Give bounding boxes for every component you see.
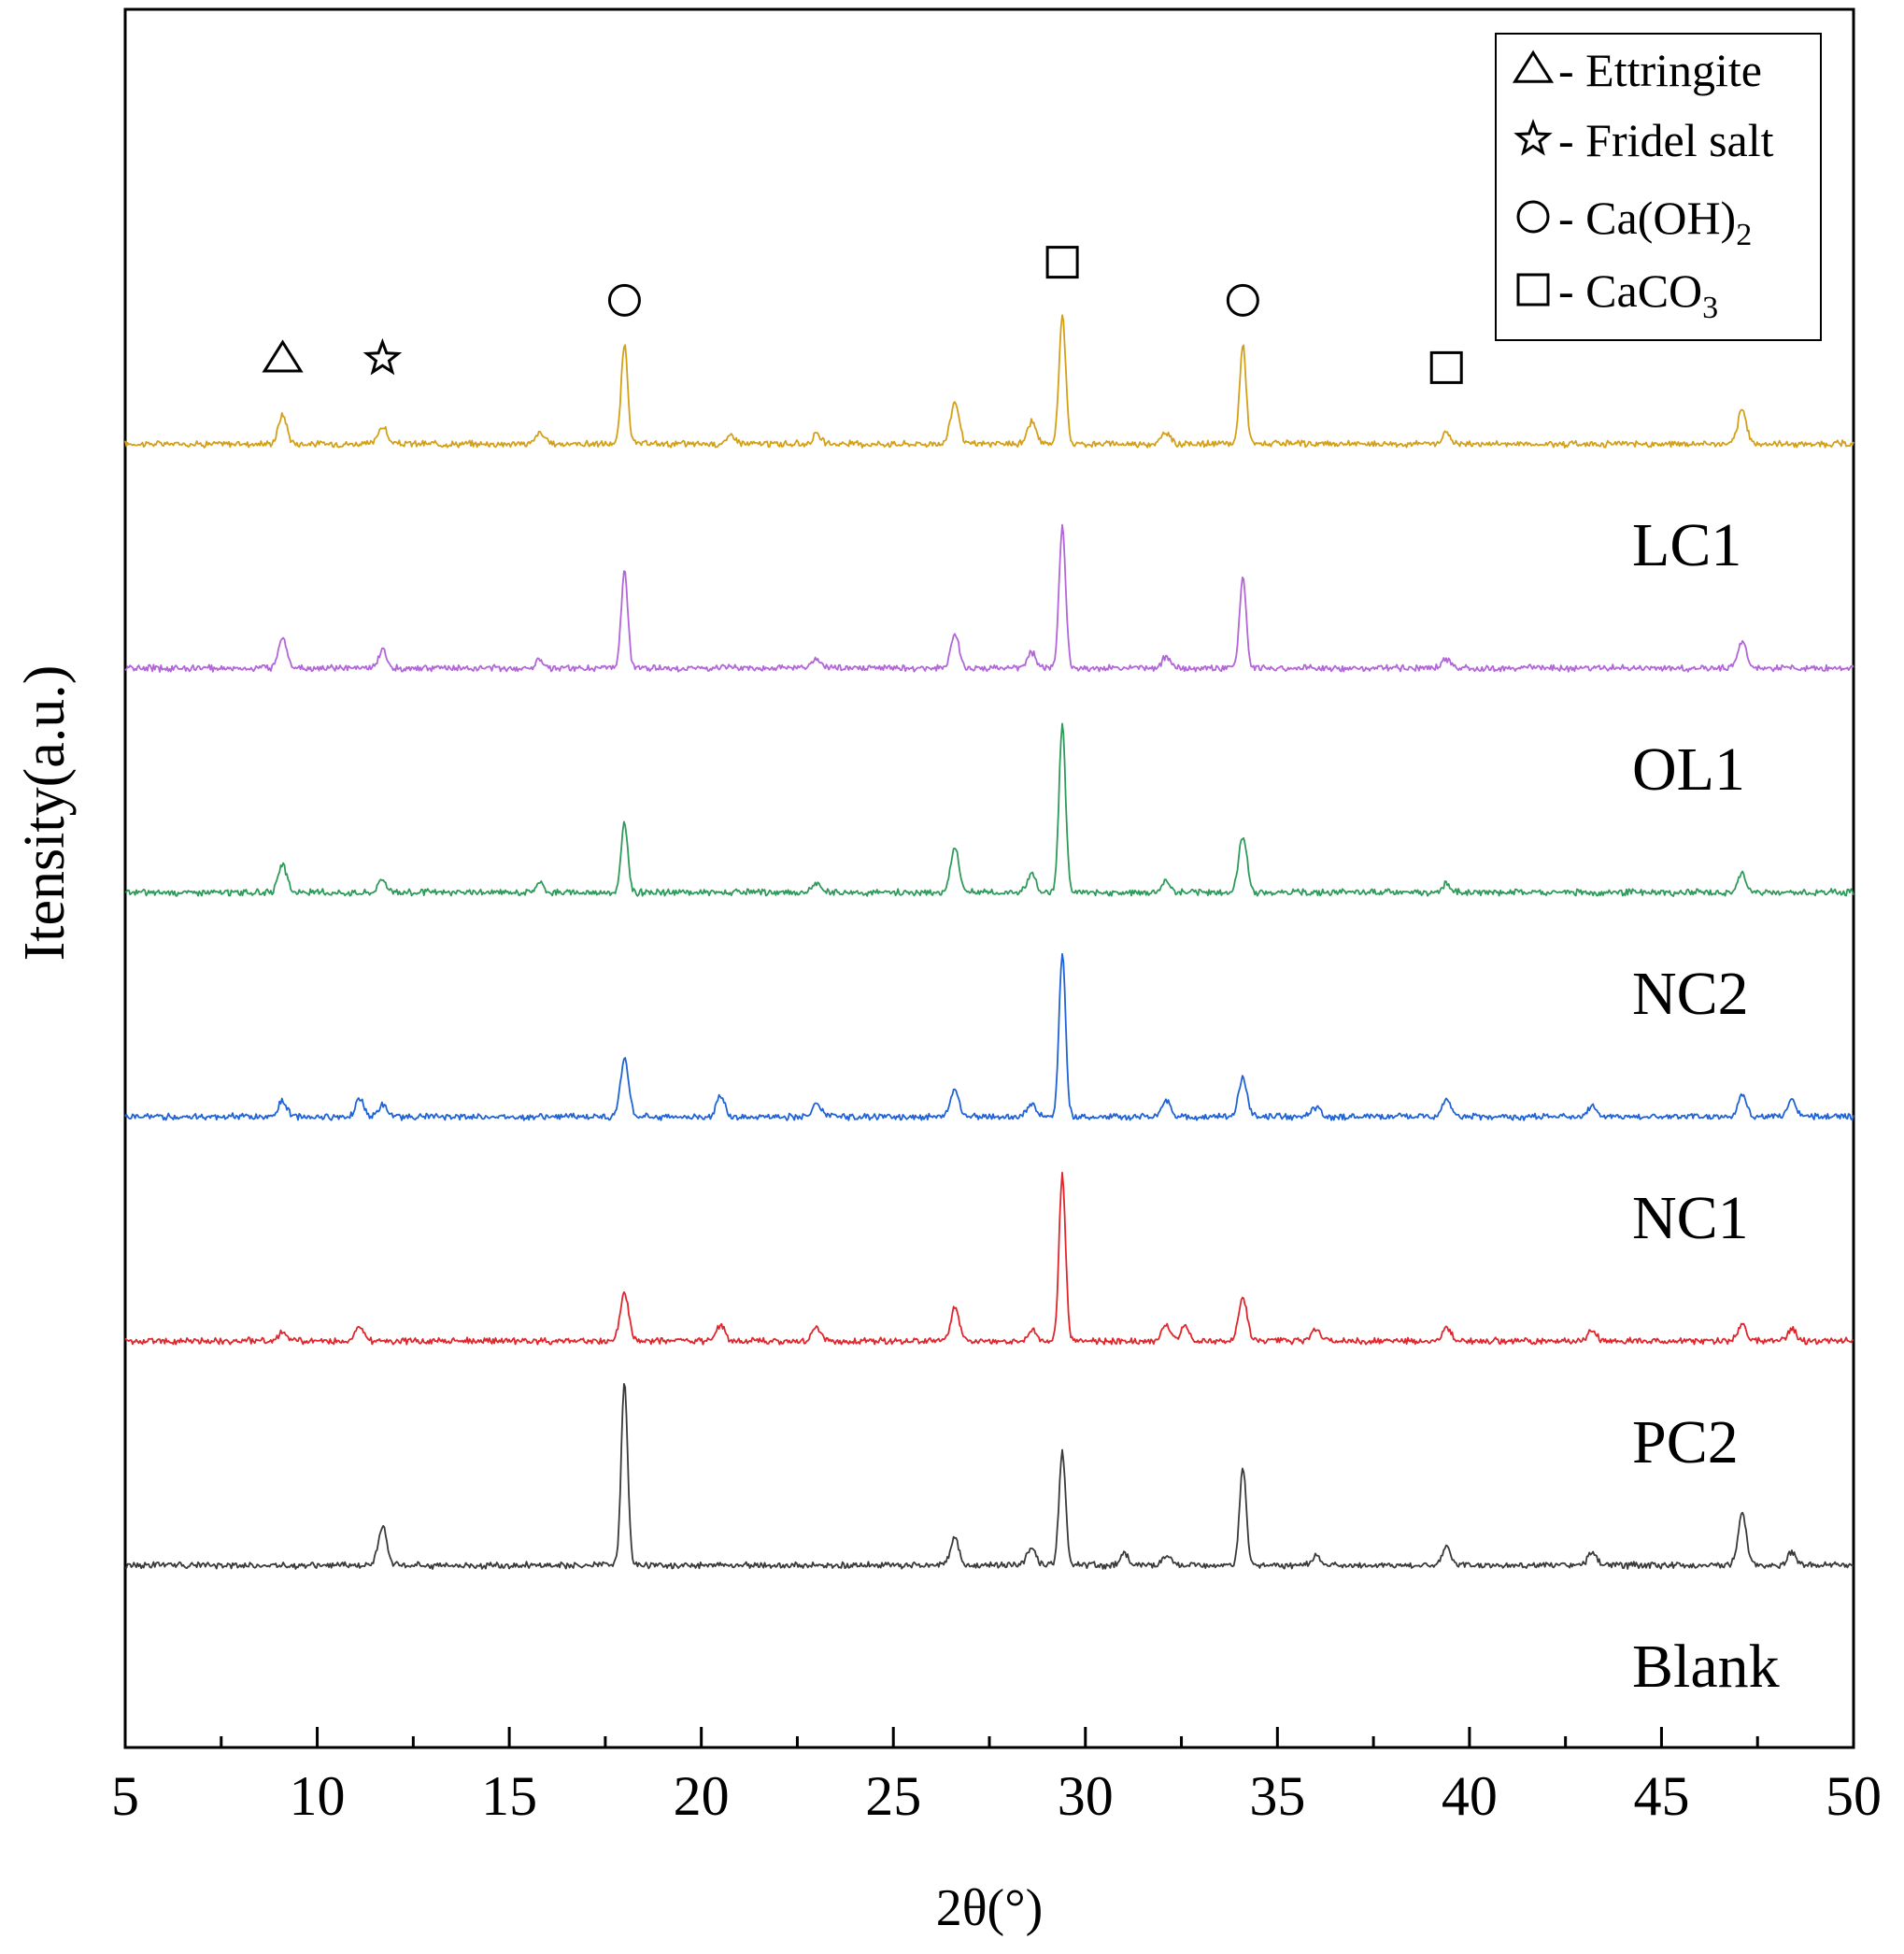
legend: - Ettringite - Fridel salt - Ca(OH)2 - CaCO… — [1495, 33, 1822, 341]
series-label-layer: LC1 OL1 NC2 NC1 PC2 Blank — [1632, 511, 1780, 1701]
series-label-nc2: NC2 — [1632, 960, 1749, 1028]
legend-triangle-icon — [1512, 50, 1555, 83]
x-tick-label: 30 — [1058, 1765, 1114, 1827]
legend-box — [1495, 33, 1822, 341]
series-line-nc1 — [124, 952, 1854, 1121]
legend-square-icon — [1516, 273, 1550, 307]
x-tick-label: 50 — [1826, 1765, 1882, 1827]
x-tick-label: 15 — [481, 1765, 537, 1827]
legend-label: - Ettringite — [1558, 44, 1762, 96]
series-line-nc2 — [124, 722, 1854, 897]
phase-marker-square-icon — [1045, 246, 1079, 279]
x-tick-label: 20 — [674, 1765, 730, 1827]
legend-label: - CaCO3 — [1558, 264, 1718, 325]
series-label-pc2: PC2 — [1632, 1408, 1739, 1476]
y-axis-label: Itensity(a.u.) — [13, 665, 77, 962]
x-axis-label: 2θ(°) — [936, 1879, 1044, 1937]
legend-star-icon — [1513, 119, 1553, 156]
series-line-lc1 — [124, 314, 1854, 449]
x-axis-ticks: 5 10 15 20 25 30 35 40 45 50 — [111, 1727, 1882, 1827]
x-tick-label: 35 — [1249, 1765, 1305, 1827]
x-tick-label: 40 — [1442, 1765, 1498, 1827]
legend-circle-icon — [1516, 200, 1550, 234]
legend-label: - Ca(OH)2 — [1558, 192, 1752, 252]
phase-marker-circle-icon — [607, 283, 641, 317]
phase-marker-layer — [262, 246, 1463, 384]
x-tick-label: 25 — [865, 1765, 921, 1827]
x-tick-label: 45 — [1633, 1765, 1689, 1827]
series-label-blank: Blank — [1632, 1633, 1780, 1701]
phase-marker-star-icon — [362, 337, 403, 376]
phase-marker-square-icon — [1429, 350, 1463, 384]
series-line-pc2 — [124, 1171, 1854, 1346]
series-line-ol1 — [124, 523, 1854, 673]
series-label-nc1: NC1 — [1632, 1184, 1749, 1252]
legend-label: - Fridel salt — [1558, 114, 1774, 166]
phase-marker-circle-icon — [1226, 283, 1259, 317]
x-tick-label: 10 — [290, 1765, 346, 1827]
series-line-blank — [124, 1383, 1854, 1570]
series-label-ol1: OL1 — [1632, 735, 1745, 804]
series-label-lc1: LC1 — [1632, 511, 1741, 579]
legend-entries: - Ettringite - Fridel salt - Ca(OH)2 - CaCO… — [1512, 44, 1774, 325]
x-tick-label: 5 — [111, 1765, 139, 1827]
series-layer — [124, 314, 1854, 1570]
phase-marker-triangle-icon — [262, 339, 304, 373]
